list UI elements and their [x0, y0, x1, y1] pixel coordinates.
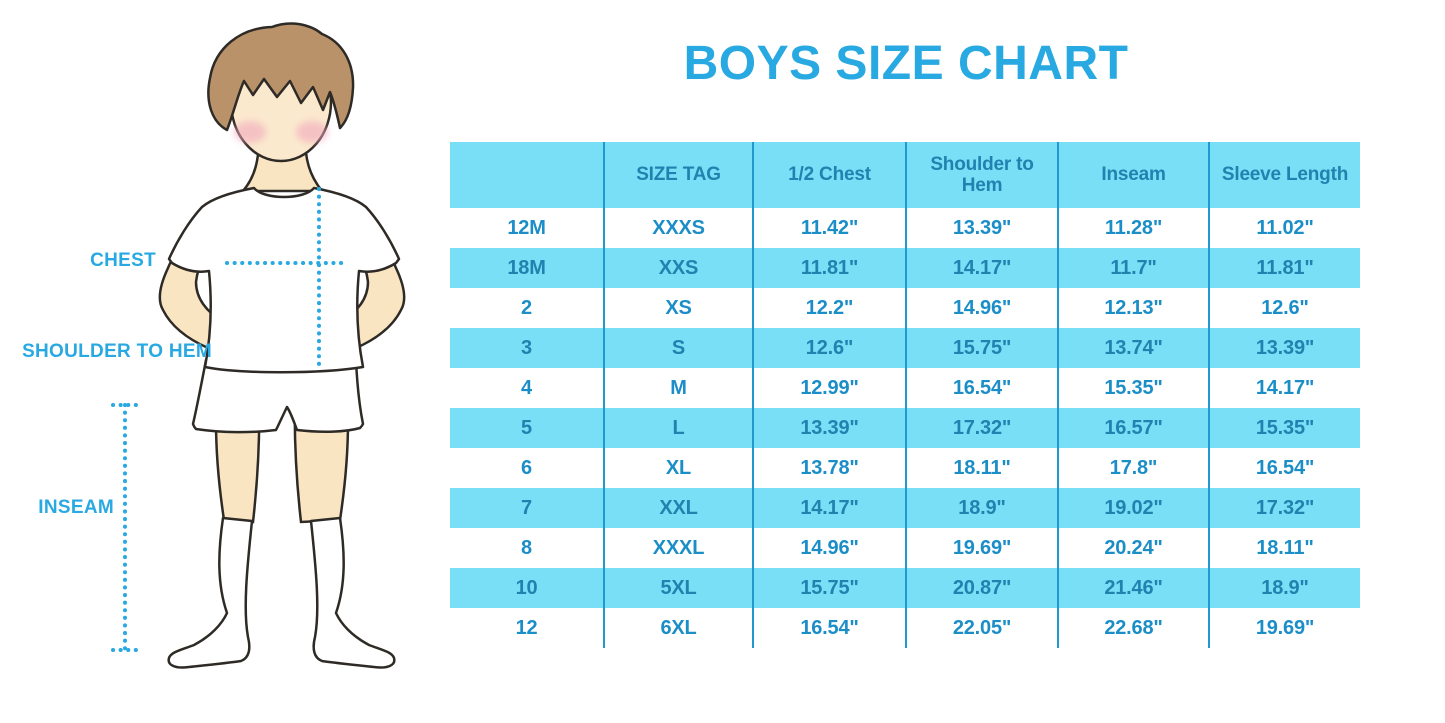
figure-area: CHEST SHOULDER TO HEM INSEAM [0, 0, 460, 723]
table-cell: 21.46" [1057, 568, 1208, 608]
table-cell: 19.69" [905, 528, 1057, 568]
table-cell: 11.81" [1208, 248, 1360, 288]
size-chart-table-body: 12M XXXS 11.42" 13.39" 11.28" 11.02" 18M XXS 11.… [450, 208, 1360, 648]
table-cell: 18.9" [905, 488, 1057, 528]
table-row: 5 L 13.39" 17.32" 16.57" 15.35" [450, 408, 1360, 448]
table-cell: XXL [603, 488, 752, 528]
boy-cheeks [234, 121, 328, 143]
table-cell: 8 [521, 536, 532, 559]
table-cell: 15.75" [752, 568, 905, 608]
table-cell: 11.02" [1208, 208, 1360, 248]
page-title: BOYS SIZE CHART [683, 37, 1129, 90]
table-row: 4 M 12.99" 16.54" 15.35" 14.17" [450, 368, 1360, 408]
table-cell: 16.54" [752, 608, 905, 648]
chest-label: CHEST [90, 250, 156, 271]
table-cell: 16.57" [1057, 408, 1208, 448]
table-cell: 6XL [603, 608, 752, 648]
table-cell: 17.32" [1208, 488, 1360, 528]
table-cell: 17.32" [905, 408, 1057, 448]
table-cell: 13.39" [1208, 328, 1360, 368]
shoulder-to-hem-label: SHOULDER TO HEM [22, 341, 212, 362]
table-cell: 11.28" [1057, 208, 1208, 248]
table-cell: 18M [507, 256, 546, 279]
table-cell: 3 [521, 336, 532, 359]
table-row: 12M XXXS 11.42" 13.39" 11.28" 11.02" [450, 208, 1360, 248]
table-cell: 18.11" [1208, 528, 1360, 568]
table-cell: 19.69" [1208, 608, 1360, 648]
table-cell: 13.39" [752, 408, 905, 448]
table-cell: 11.81" [752, 248, 905, 288]
boy-socks [167, 516, 396, 669]
table-cell: 14.17" [752, 488, 905, 528]
table-row: 7 XXL 14.17" 18.9" 19.02" 17.32" [450, 488, 1360, 528]
table-cell: 12.6" [752, 328, 905, 368]
boy-shirt [167, 186, 401, 374]
table-cell: 5 [521, 416, 532, 439]
table-cell: 16.54" [905, 368, 1057, 408]
table-cell: XS [603, 288, 752, 328]
column-header: Inseam [1057, 142, 1208, 208]
table-row: 8 XXXL 14.96" 19.69" 20.24" 18.11" [450, 528, 1360, 568]
boy-hair [207, 22, 355, 132]
table-cell: 22.05" [905, 608, 1057, 648]
table-cell: 18.9" [1208, 568, 1360, 608]
table-cell: 20.87" [905, 568, 1057, 608]
boy-shorts [191, 358, 365, 434]
table-cell: 5XL [603, 568, 752, 608]
table-cell: 14.17" [905, 248, 1057, 288]
table-cell: 11.7" [1057, 248, 1208, 288]
table-cell: L [603, 408, 752, 448]
table-cell: XXXS [603, 208, 752, 248]
table-row: 12 6XL 16.54" 22.05" 22.68" 19.69" [450, 608, 1360, 648]
table-cell: 13.39" [905, 208, 1057, 248]
table-cell: 14.17" [1208, 368, 1360, 408]
table-cell: 19.02" [1057, 488, 1208, 528]
table-cell: XXXL [603, 528, 752, 568]
table-cell: 12M [507, 216, 546, 239]
table-cell: 22.68" [1057, 608, 1208, 648]
table-cell: 11.42" [752, 208, 905, 248]
table-row: 3 S 12.6" 15.75" 13.74" 13.39" [450, 328, 1360, 368]
table-cell: 13.74" [1057, 328, 1208, 368]
table-cell: 14.96" [752, 528, 905, 568]
table-cell: 15.35" [1057, 368, 1208, 408]
table-row: 6 XL 13.78" 18.11" 17.8" 16.54" [450, 448, 1360, 488]
table-row: 18M XXS 11.81" 14.17" 11.7" 11.81" [450, 248, 1360, 288]
table-cell: M [603, 368, 752, 408]
column-header [450, 142, 603, 208]
table-header-row: SIZE TAG 1/2 Chest Shoulder to Hem Inseam Sl… [450, 142, 1360, 208]
table-row: 2 XS 12.2" 14.96" 12.13" 12.6" [450, 288, 1360, 328]
table-cell: 16.54" [1208, 448, 1360, 488]
inseam-dotted-line [111, 403, 141, 652]
table-cell: 4 [521, 376, 532, 399]
table-cell: 12 [515, 616, 538, 639]
table-cell: XXS [603, 248, 752, 288]
column-header: Shoulder to Hem [905, 142, 1057, 208]
table-row: 10 5XL 15.75" 20.87" 21.46" 18.9" [450, 568, 1360, 608]
table-cell: 2 [521, 296, 532, 319]
table-cell: 15.35" [1208, 408, 1360, 448]
size-chart-table: SIZE TAG 1/2 Chest Shoulder to Hem Inseam Sl… [450, 142, 1360, 648]
table-cell: 20.24" [1057, 528, 1208, 568]
table-cell: 14.96" [905, 288, 1057, 328]
boy-illustration [111, 22, 406, 669]
table-cell: 17.8" [1057, 448, 1208, 488]
table-cell: 13.78" [752, 448, 905, 488]
column-header: SIZE TAG [603, 142, 752, 208]
table-cell: S [603, 328, 752, 368]
inseam-label: INSEAM [38, 497, 114, 518]
table-cell: 12.99" [752, 368, 905, 408]
table-cell: 7 [521, 496, 532, 519]
table-cell: 15.75" [905, 328, 1057, 368]
column-header: 1/2 Chest [752, 142, 905, 208]
table-cell: 12.2" [752, 288, 905, 328]
table-cell: 12.13" [1057, 288, 1208, 328]
table-cell: 18.11" [905, 448, 1057, 488]
table-cell: 10 [515, 576, 538, 599]
table-cell: XL [603, 448, 752, 488]
table-cell: 12.6" [1208, 288, 1360, 328]
table-cell: 6 [521, 456, 532, 479]
column-header: Sleeve Length [1208, 142, 1360, 208]
